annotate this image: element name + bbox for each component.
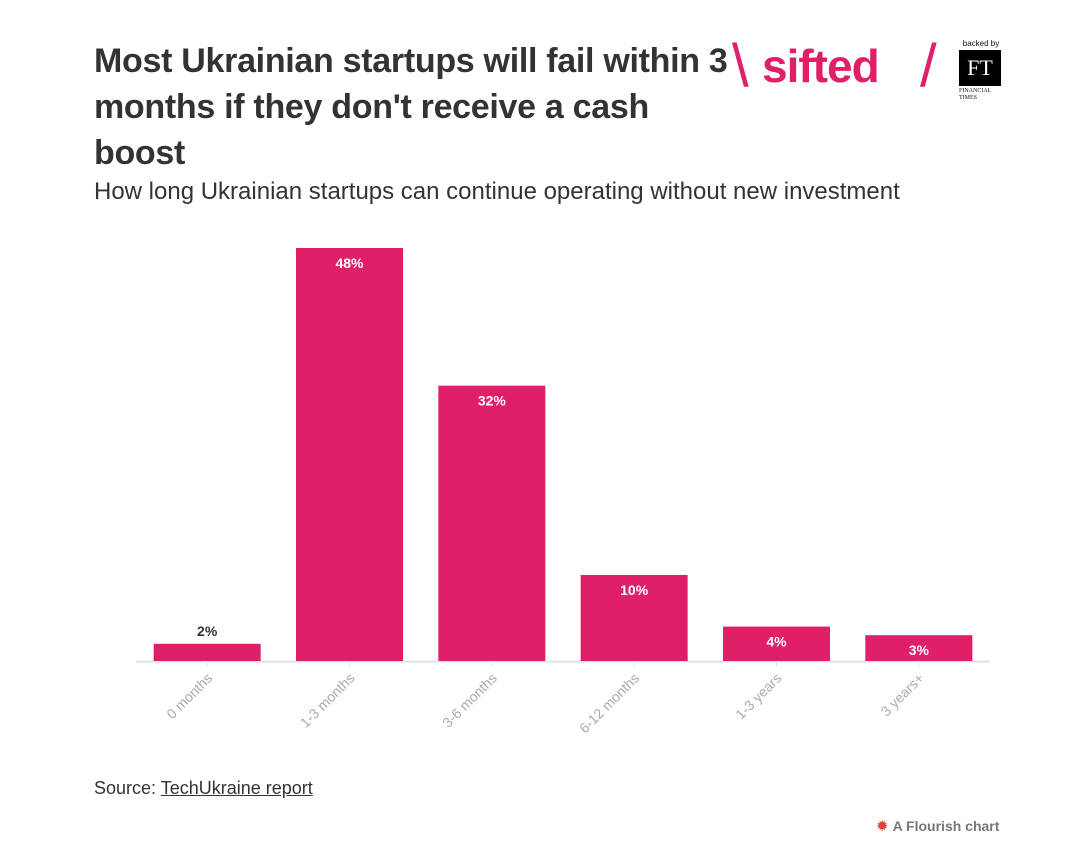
- source-prefix: Source:: [94, 778, 161, 798]
- bar-value-label: 10%: [620, 582, 649, 598]
- ft-name-line2: TIMES: [959, 95, 977, 101]
- bar[interactable]: [153, 643, 261, 661]
- x-tick-label: 0 months: [163, 670, 215, 722]
- bar[interactable]: [438, 385, 546, 661]
- x-tick-label: 3 years+: [877, 670, 927, 720]
- bar-value-label: 4%: [766, 634, 787, 650]
- ft-name-line1: FINANCIAL: [959, 88, 992, 94]
- ft-logo-icon: FT: [959, 50, 1001, 86]
- x-tick-label: 1-3 months: [297, 670, 358, 731]
- sifted-ft-logo[interactable]: \ sifted / backed by FT FINANCIAL TIMES: [732, 36, 1007, 102]
- bar-value-label: 48%: [335, 255, 364, 271]
- x-tick-label: 6-12 months: [576, 670, 642, 736]
- source-note: Source: TechUkraine report: [94, 778, 313, 799]
- chart-title: Most Ukrainian startups will fail within…: [94, 42, 728, 172]
- flourish-credit[interactable]: ✹ A Flourish chart: [876, 817, 999, 835]
- source-link[interactable]: TechUkraine report: [160, 778, 313, 798]
- flourish-star-icon: ✹: [876, 818, 889, 835]
- bar-value-label: 3%: [909, 642, 930, 658]
- bar[interactable]: [723, 626, 830, 661]
- bar[interactable]: [296, 248, 403, 661]
- ft-name: FINANCIAL TIMES: [959, 88, 1007, 102]
- x-tick-label: 3-6 months: [439, 670, 500, 731]
- flourish-label: A Flourish chart: [892, 818, 1000, 834]
- sifted-wordmark: sifted: [762, 40, 880, 92]
- bar-value-label: 2%: [197, 623, 218, 639]
- bar-chart: 2% 0 months 48% 1-3 months 32% 3-6 months 10% 6…: [136, 248, 990, 736]
- backed-by-label: backed by: [962, 39, 1000, 48]
- bar[interactable]: [865, 635, 973, 661]
- logo-slash-left: \: [732, 32, 749, 99]
- logo-slash-right: /: [920, 32, 937, 99]
- chart-subtitle: How long Ukrainian startups can continue…: [94, 178, 900, 205]
- bar-value-label: 32%: [478, 393, 507, 409]
- x-tick-label: 1-3 years: [732, 670, 785, 723]
- bar[interactable]: [580, 574, 688, 661]
